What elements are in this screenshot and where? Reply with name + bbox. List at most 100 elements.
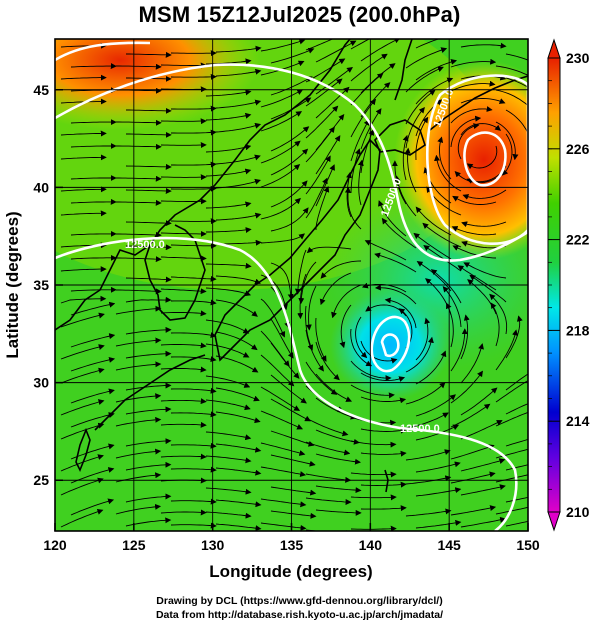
streamline	[70, 119, 117, 126]
streamline	[501, 133, 513, 176]
streamline	[415, 116, 429, 161]
streamline	[205, 487, 252, 495]
streamline	[305, 105, 339, 139]
contour-high-inner	[463, 131, 507, 187]
colorbar: 230 226 222 218 214 210	[547, 38, 590, 532]
streamline	[260, 39, 306, 52]
y-axis: 25 30 35 40 45	[33, 82, 528, 488]
streamline	[350, 360, 392, 382]
streamline	[215, 467, 262, 476]
streamline	[450, 471, 496, 484]
streamline	[171, 105, 217, 112]
streamline	[405, 89, 436, 125]
streamline	[415, 461, 461, 473]
streamline	[125, 350, 172, 359]
streamline	[305, 39, 334, 51]
streamline	[60, 344, 105, 360]
streamline	[495, 121, 519, 161]
streamline	[505, 315, 523, 359]
contour-line-south	[55, 236, 518, 531]
streamline	[270, 262, 294, 301]
streamline	[415, 206, 452, 236]
streamline	[270, 374, 307, 404]
streamline	[70, 498, 115, 516]
streamline	[116, 63, 162, 70]
streamline	[215, 387, 260, 402]
streamline	[315, 186, 330, 231]
streamline	[360, 427, 407, 434]
streamline	[215, 411, 261, 424]
streamline	[350, 39, 371, 50]
streamline	[270, 486, 317, 496]
y-tick-label: 30	[33, 375, 49, 391]
x-tick-label: 135	[280, 537, 304, 553]
streamline	[350, 525, 397, 531]
streamline	[60, 266, 107, 273]
streamline	[305, 417, 349, 437]
streamline	[270, 318, 294, 359]
streamline	[357, 159, 364, 206]
streamline	[260, 354, 295, 387]
streamline	[450, 370, 483, 404]
streamline	[205, 144, 252, 153]
x-tick-label: 140	[359, 537, 383, 553]
streamline	[115, 503, 162, 515]
streamline	[70, 412, 115, 428]
streamline	[442, 286, 462, 328]
streamline	[450, 505, 497, 516]
streamline	[364, 240, 407, 261]
streamline	[460, 458, 506, 472]
streamline	[360, 450, 407, 457]
streamline	[60, 508, 104, 528]
colorbar-tick-label: 218	[566, 322, 590, 338]
x-tick-label: 145	[437, 537, 461, 553]
streamline	[160, 509, 207, 516]
streamline	[469, 274, 507, 303]
streamline	[350, 148, 361, 194]
colorbar-tick-label: 214	[566, 413, 590, 429]
contour-high-ring	[425, 74, 528, 246]
y-tick-label: 25	[33, 472, 49, 488]
streamline	[60, 312, 105, 328]
streamline	[315, 509, 362, 516]
streamline	[160, 62, 207, 69]
streamline	[495, 329, 518, 371]
streamline	[170, 73, 217, 80]
streamline	[116, 256, 162, 263]
credit-drawing: Drawing by DCL (https://www.gfd-dennou.o…	[156, 595, 443, 607]
streamline	[315, 135, 341, 175]
streamline	[205, 168, 252, 177]
streamline	[394, 175, 417, 217]
streamline	[205, 455, 252, 464]
streamline	[125, 296, 172, 303]
streamline	[355, 316, 368, 359]
field-layer	[55, 39, 528, 531]
y-tick-label: 40	[33, 179, 49, 195]
streamline	[260, 140, 301, 164]
streamline	[215, 45, 262, 53]
colorbar-tick-label: 230	[566, 50, 590, 66]
streamline	[205, 375, 251, 388]
streamline	[60, 477, 104, 496]
streamline	[125, 493, 172, 503]
streamline	[461, 221, 507, 228]
streamline	[170, 299, 217, 306]
streamline	[405, 47, 448, 69]
streamline	[462, 189, 507, 200]
streamline	[405, 508, 452, 517]
streamline	[170, 498, 217, 505]
streamline	[294, 249, 307, 295]
streamline	[270, 126, 310, 152]
streamline	[160, 366, 207, 373]
streamline	[305, 155, 331, 195]
streamline	[260, 498, 307, 508]
streamline	[320, 260, 362, 279]
colorbar-extend-min	[547, 511, 561, 532]
streamline	[315, 164, 335, 207]
chart-title: MSM 15Z12Jul2025 (200.0hPa)	[138, 2, 461, 27]
streamline	[170, 242, 217, 249]
streamline	[360, 108, 382, 150]
streamline	[160, 453, 207, 460]
streamline-layer	[60, 39, 528, 531]
streamline	[215, 275, 261, 285]
